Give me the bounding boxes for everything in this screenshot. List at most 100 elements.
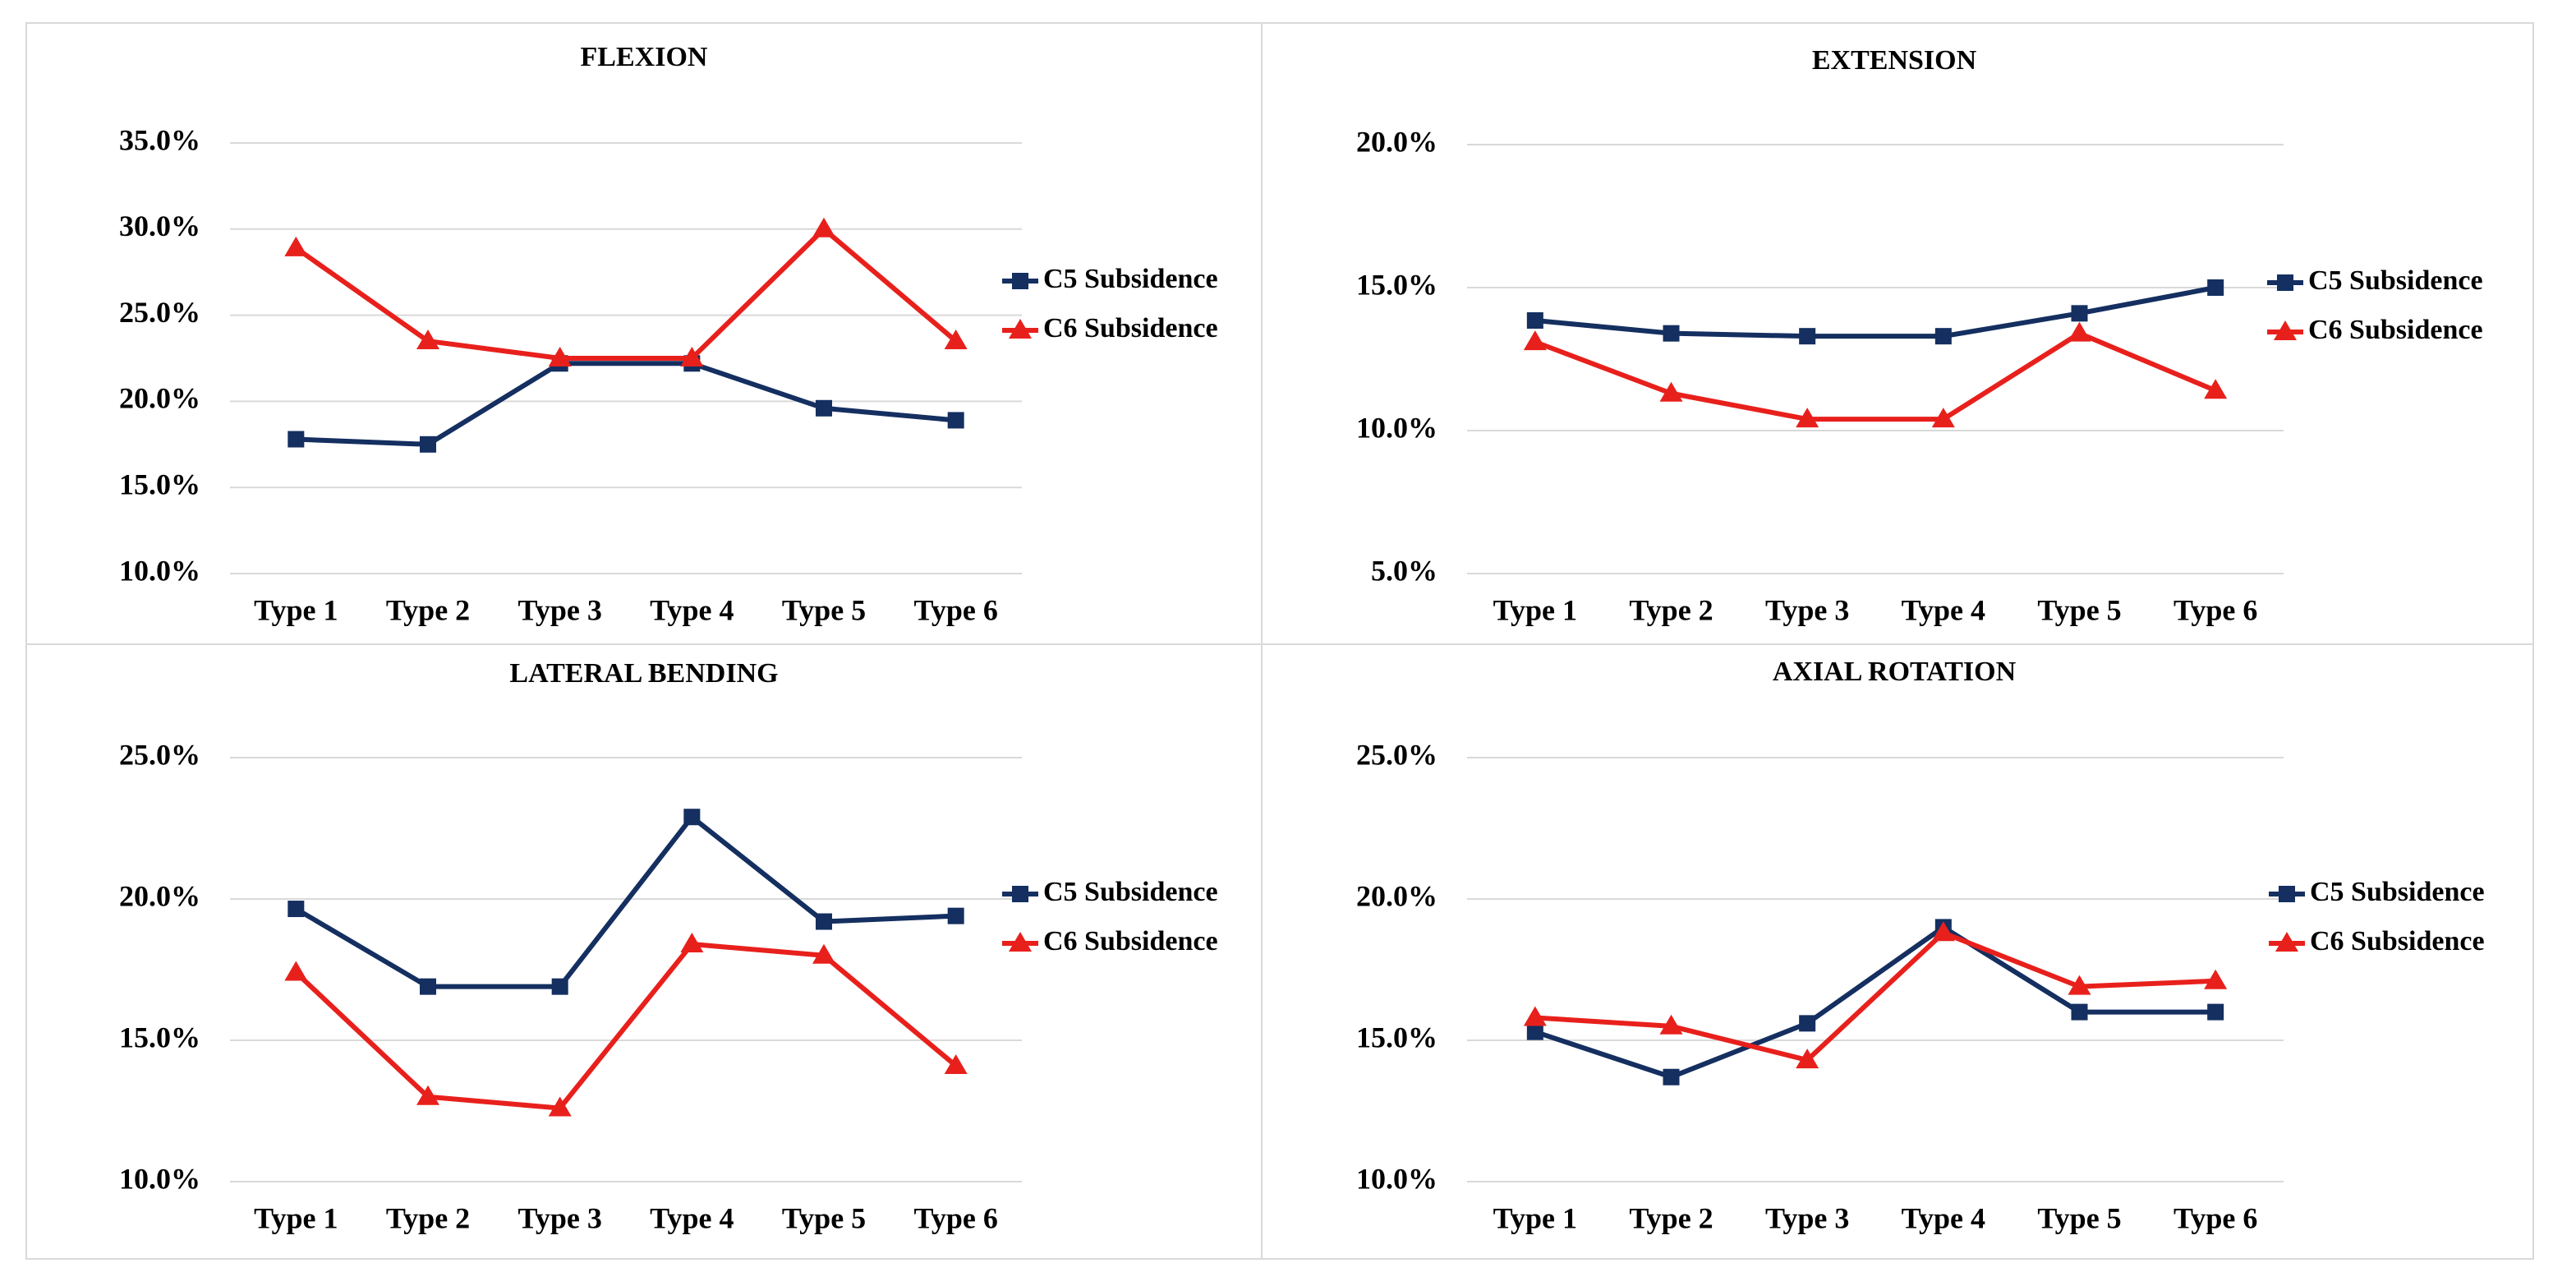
x-tick-label: Type 2 <box>1629 593 1713 626</box>
data-point <box>284 961 308 981</box>
series-line <box>294 226 958 361</box>
data-point <box>816 913 832 930</box>
data-point <box>944 330 968 350</box>
x-tick-label: Type 4 <box>1902 1201 1985 1234</box>
series-line <box>294 942 958 1111</box>
chart-title: FLEXION <box>581 42 708 72</box>
data-point <box>947 412 964 429</box>
x-tick-label: Type 3 <box>1765 1201 1849 1234</box>
data-point <box>2207 1003 2224 1021</box>
y-tick-label: 35.0% <box>119 123 200 156</box>
data-point <box>1659 1014 1683 1035</box>
legend-marker <box>1009 932 1032 952</box>
x-tick-label: Type 2 <box>386 593 470 626</box>
legend-label: C5 Subsidence <box>1043 264 1218 294</box>
data-point <box>680 347 704 366</box>
y-tick-label: 25.0% <box>1356 738 1438 771</box>
chart-title: AXIAL ROTATION <box>1773 657 2017 687</box>
data-point <box>1659 381 1683 402</box>
x-tick-label: Type 6 <box>913 593 997 626</box>
x-tick-label: Type 3 <box>518 1201 601 1234</box>
x-tick-label: Type 1 <box>1493 593 1577 626</box>
x-tick-label: Type 5 <box>2037 1201 2121 1234</box>
data-point <box>1523 330 1547 351</box>
legend-label: C6 Subsidence <box>2310 926 2485 956</box>
x-tick-label: Type 2 <box>386 1201 470 1234</box>
x-tick-label: Type 1 <box>254 593 338 626</box>
y-tick-label: 30.0% <box>119 210 200 242</box>
y-tick-label: 15.0% <box>119 1021 200 1053</box>
x-tick-label: Type 6 <box>2174 1201 2257 1234</box>
series-line <box>1534 930 2216 1063</box>
data-point <box>1526 1023 1543 1040</box>
data-point <box>420 978 436 995</box>
data-point <box>2207 279 2224 296</box>
chart-title: EXTENSION <box>1812 45 1977 76</box>
data-point <box>812 943 835 964</box>
series-line <box>294 814 956 989</box>
legend-label: C5 Subsidence <box>2310 877 2485 907</box>
data-point <box>2071 305 2088 322</box>
data-point <box>548 1096 572 1117</box>
data-point <box>416 1085 439 1105</box>
legend-marker <box>2274 320 2297 340</box>
y-tick-label: 20.0% <box>119 879 200 912</box>
legend-marker <box>1009 319 1032 339</box>
data-point <box>1934 328 1952 345</box>
data-point <box>288 431 305 448</box>
data-point <box>944 1053 968 1074</box>
data-point <box>2068 975 2091 995</box>
data-point <box>1663 1068 1680 1085</box>
data-point <box>288 901 305 918</box>
legend-marker <box>2277 274 2293 291</box>
data-point <box>2071 1003 2088 1021</box>
x-tick-label: Type 3 <box>518 593 601 626</box>
data-point <box>284 236 308 256</box>
legend-marker <box>1012 273 1028 289</box>
y-tick-label: 5.0% <box>1371 554 1438 587</box>
data-point <box>1799 328 1816 345</box>
legend-marker <box>2279 886 2295 902</box>
x-tick-label: Type 2 <box>1629 1201 1713 1234</box>
x-tick-label: Type 5 <box>782 593 866 626</box>
legend-label: C6 Subsidence <box>2308 315 2483 345</box>
data-point <box>548 347 572 366</box>
y-tick-label: 25.0% <box>119 296 200 329</box>
data-point <box>683 809 701 826</box>
series-line <box>1534 924 2216 1080</box>
data-point <box>680 933 704 953</box>
x-tick-label: Type 3 <box>1765 593 1849 626</box>
legend-label: C6 Subsidence <box>1043 313 1218 343</box>
y-tick-label: 10.0% <box>119 1162 200 1195</box>
data-point <box>1663 325 1680 342</box>
x-tick-label: Type 4 <box>650 1201 734 1234</box>
data-point <box>1931 408 1955 428</box>
data-point <box>420 436 436 453</box>
series-line <box>296 361 956 447</box>
legend-label: C5 Subsidence <box>1043 877 1218 907</box>
series-line <box>1534 285 2216 339</box>
x-tick-label: Type 6 <box>2174 593 2257 626</box>
y-tick-label: 15.0% <box>1356 1021 1438 1053</box>
legend-label: C5 Subsidence <box>2308 265 2483 296</box>
data-point <box>1796 1049 1819 1069</box>
legend-label: C6 Subsidence <box>1043 926 1218 956</box>
data-point <box>416 330 439 350</box>
y-tick-label: 20.0% <box>1356 879 1438 912</box>
y-tick-label: 15.0% <box>1356 268 1438 301</box>
x-tick-label: Type 4 <box>650 593 734 626</box>
y-tick-label: 10.0% <box>119 554 200 587</box>
data-point <box>947 907 964 924</box>
y-tick-label: 25.0% <box>119 738 200 771</box>
chart-title: LATERAL BENDING <box>509 658 778 689</box>
x-tick-label: Type 4 <box>1902 593 1985 626</box>
data-point <box>2204 969 2228 989</box>
y-tick-label: 20.0% <box>1356 125 1438 158</box>
data-point <box>2204 379 2228 399</box>
x-tick-label: Type 1 <box>254 1201 338 1234</box>
y-tick-label: 15.0% <box>119 468 200 500</box>
x-tick-label: Type 1 <box>1493 1201 1577 1234</box>
data-point <box>551 978 568 995</box>
panel-border <box>1261 643 2534 1260</box>
